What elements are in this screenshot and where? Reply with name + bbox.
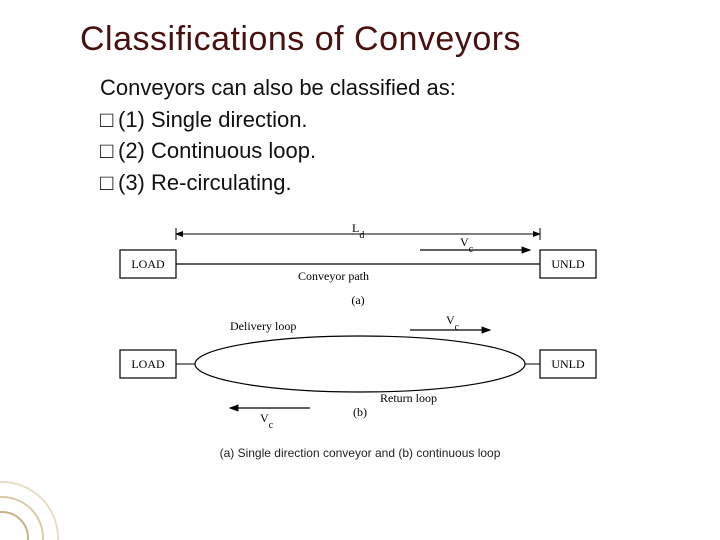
svg-text:UNLD: UNLD bbox=[551, 357, 585, 371]
svg-text:(a): (a) bbox=[351, 293, 364, 307]
bullet-2: □(2) Continuous loop. bbox=[100, 136, 720, 166]
bullet-3-num: (3) bbox=[118, 170, 145, 195]
bullet-3: □(3) Re-circulating. bbox=[100, 168, 720, 198]
svg-text:Ld: Ld bbox=[352, 221, 364, 241]
conveyor-diagram-svg: LOAD UNLD Ld Vc Conveyor path (a) LOAD UNLD Deli… bbox=[110, 220, 610, 440]
bullet-2-text: Continuous loop. bbox=[145, 138, 316, 163]
svg-text:LOAD: LOAD bbox=[131, 357, 165, 371]
square-bullet-icon: □ bbox=[100, 168, 118, 198]
bullet-1-text: Single direction. bbox=[145, 107, 308, 132]
slide-title: Classifications of Conveyors bbox=[80, 20, 720, 59]
square-bullet-icon: □ bbox=[100, 105, 118, 135]
slide: Classifications of Conveyors Conveyors c… bbox=[0, 0, 720, 540]
square-bullet-icon: □ bbox=[100, 136, 118, 166]
corner-accent-icon bbox=[0, 470, 70, 540]
svg-text:Delivery loop: Delivery loop bbox=[230, 319, 296, 333]
bullet-2-num: (2) bbox=[118, 138, 145, 163]
diagram: LOAD UNLD Ld Vc Conveyor path (a) LOAD UNLD Deli… bbox=[110, 220, 610, 460]
bullet-1-num: (1) bbox=[118, 107, 145, 132]
svg-text:Vc: Vc bbox=[260, 411, 274, 431]
svg-text:LOAD: LOAD bbox=[131, 257, 165, 271]
intro-line: Conveyors can also be classified as: bbox=[100, 73, 720, 103]
svg-text:UNLD: UNLD bbox=[551, 257, 585, 271]
bullet-3-text: Re-circulating. bbox=[145, 170, 292, 195]
svg-text:Return loop: Return loop bbox=[380, 391, 437, 405]
body-text: Conveyors can also be classified as: □(1… bbox=[100, 73, 720, 198]
diagram-caption: (a) Single direction conveyor and (b) co… bbox=[110, 446, 610, 460]
svg-text:Vc: Vc bbox=[460, 235, 474, 255]
bullet-1: □(1) Single direction. bbox=[100, 105, 720, 135]
svg-text:(b): (b) bbox=[353, 405, 367, 419]
svg-text:Conveyor path: Conveyor path bbox=[298, 269, 369, 283]
